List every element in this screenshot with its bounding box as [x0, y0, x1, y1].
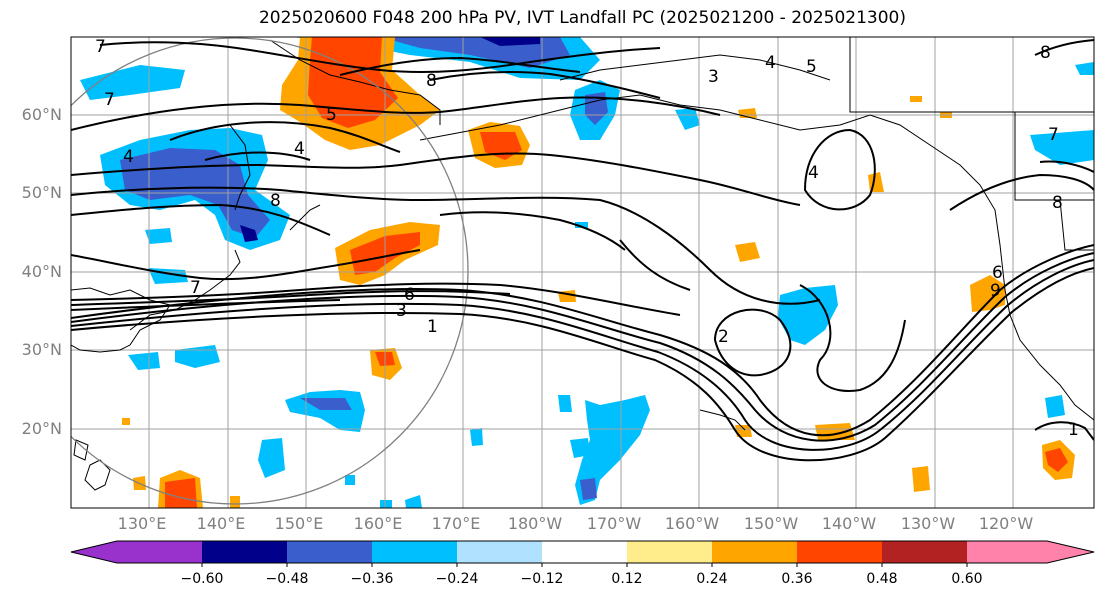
contour-label: 7: [104, 90, 115, 110]
contour-labels: 7 7 5 4 8 8 3 4 5 8 7 4 8 7 6 3 1 2 6 9 …: [95, 37, 1079, 440]
colorbar-segment: [457, 541, 542, 563]
gridlines: [71, 37, 1094, 508]
colorbar-tick-label: 0.36: [781, 571, 813, 587]
colorbar-segment: [627, 541, 712, 563]
colorbar-tick-label: −0.36: [350, 571, 394, 587]
colorbar-tick-label: −0.24: [435, 571, 479, 587]
contour-label: 8: [270, 191, 281, 211]
positive-pv-shading: [122, 37, 1075, 508]
colorbar-extend-left: [71, 541, 117, 563]
contour-label: 4: [294, 139, 305, 159]
contour-label: 4: [765, 53, 776, 73]
colorbar-segment: [372, 541, 457, 563]
contour-label: 6: [992, 263, 1003, 283]
radius-circle: [71, 37, 469, 505]
contour-label: 2: [718, 327, 729, 347]
contour-label: 8: [426, 71, 437, 91]
contour-label: 3: [708, 67, 719, 87]
map-title: 2025020600 F048 200 hPa PV, IVT Landfall…: [258, 8, 906, 28]
colorbar-tick-label: 0.12: [611, 571, 643, 587]
colorbar-segment: [117, 541, 202, 563]
colorbar-segment: [967, 541, 1047, 563]
lon-label-140e: 140°E: [196, 514, 246, 533]
contour-label: 3: [396, 301, 407, 321]
lon-label-130w: 130°W: [900, 514, 956, 533]
contour-label: 8: [1040, 43, 1051, 63]
lat-label-60: 60°N: [21, 105, 62, 124]
lon-label-150e: 150°E: [274, 514, 324, 533]
lat-label-20: 20°N: [21, 419, 62, 438]
colorbar-tick-label: 0.60: [951, 571, 983, 587]
colorbar-tick-label: 0.48: [866, 571, 898, 587]
lon-label-170w: 170°W: [586, 514, 642, 533]
colorbar-tick-label: −0.12: [520, 571, 564, 587]
colorbar-segment: [287, 541, 372, 563]
lon-label-120w: 120°W: [978, 514, 1034, 533]
colorbar-outline: [70, 540, 1095, 564]
colorbar-segment: [712, 541, 797, 563]
colorbar-segment: [542, 541, 627, 563]
colorbar-segment: [797, 541, 882, 563]
contour-label: 7: [1048, 125, 1059, 145]
contour-label: 8: [1052, 193, 1063, 213]
negative-pv-shading: [80, 37, 1094, 508]
colorbar-tick-label: −0.48: [265, 571, 309, 587]
contour-label: 5: [806, 57, 817, 77]
lat-label-40: 40°N: [21, 262, 62, 281]
contour-label: 5: [326, 105, 337, 125]
contour-label: 7: [95, 37, 106, 57]
lat-label-50: 50°N: [21, 183, 62, 202]
pv-contours: [71, 39, 1094, 462]
lon-label-160e: 160°E: [353, 514, 403, 533]
contour-label: 1: [427, 317, 438, 337]
map-frame: [70, 36, 1095, 509]
colorbar-tick-label: 0.24: [696, 571, 728, 587]
colorbar-segment: [202, 541, 287, 563]
lon-label-140w: 140°W: [821, 514, 877, 533]
contour-label: 1: [1068, 420, 1079, 440]
colorbar-tick-label: −0.60: [180, 571, 224, 587]
lat-label-30: 30°N: [21, 340, 62, 359]
contour-label: 7: [190, 278, 201, 298]
contour-label: 6: [404, 285, 415, 305]
contour-label: 9: [990, 281, 1001, 301]
lon-label-150w: 150°W: [743, 514, 799, 533]
lon-label-180w: 180°W: [507, 514, 563, 533]
contour-label: 4: [808, 163, 819, 183]
colorbar-extend-right: [1047, 541, 1094, 563]
lon-label-170e: 170°E: [431, 514, 481, 533]
colorbar-segment: [882, 541, 967, 563]
contour-label: 4: [123, 147, 134, 167]
lon-label-160w: 160°W: [664, 514, 720, 533]
colorbar: [70, 540, 1095, 567]
lon-label-130e: 130°E: [117, 514, 167, 533]
